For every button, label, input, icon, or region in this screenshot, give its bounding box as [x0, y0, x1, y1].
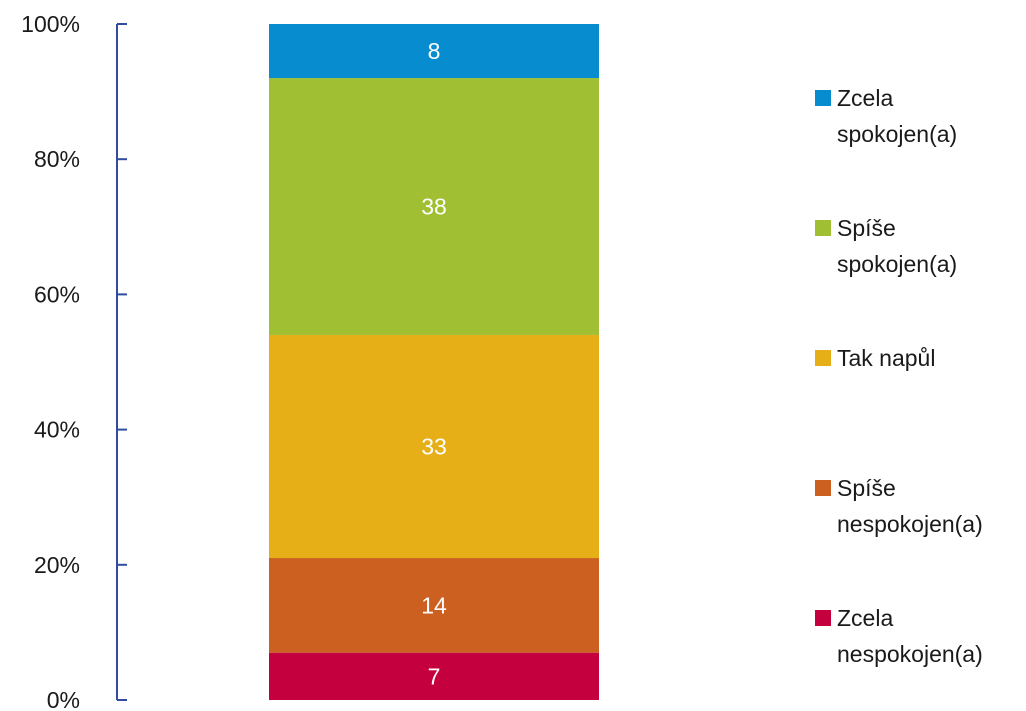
bar-segment-label: 38	[421, 194, 447, 220]
bar-segment-label: 8	[428, 38, 441, 64]
bar-segment	[269, 558, 599, 653]
legend-label: spokojen(a)	[837, 251, 957, 277]
y-tick-label: 40%	[34, 417, 80, 443]
stacked-bar: 7 14 33 38 8	[269, 24, 599, 700]
legend-swatch	[815, 350, 831, 366]
legend-label: spokojen(a)	[837, 121, 957, 147]
legend-label: nespokojen(a)	[837, 511, 983, 537]
bar-segment-label: 14	[421, 592, 447, 618]
legend-label: Tak napůl	[837, 345, 935, 371]
bar-segment	[269, 24, 599, 79]
y-tick-label: 20%	[34, 552, 80, 578]
legend-label: Zcela	[837, 605, 893, 631]
legend-label: Spíše	[837, 215, 896, 241]
bar-segment	[269, 652, 599, 700]
legend-swatch	[815, 90, 831, 106]
y-tick-label: 0%	[47, 687, 80, 711]
y-tick-label: 80%	[34, 146, 80, 172]
legend: Zcela spokojen(a) Spíše spokojen(a) Tak napů…	[815, 85, 983, 667]
bar-segment-label: 7	[428, 663, 441, 689]
legend-label: nespokojen(a)	[837, 641, 983, 667]
bar-segment	[269, 78, 599, 335]
y-tick-label: 100%	[21, 11, 80, 37]
legend-label: Spíše	[837, 475, 896, 501]
bar-segment-label: 33	[421, 434, 447, 460]
legend-label: Zcela	[837, 85, 893, 111]
bar-segment	[269, 334, 599, 559]
legend-swatch	[815, 610, 831, 626]
legend-swatch	[815, 480, 831, 496]
y-axis: 0% 20% 40% 60% 80% 100%	[21, 11, 127, 711]
legend-swatch	[815, 220, 831, 236]
y-tick-label: 60%	[34, 281, 80, 307]
